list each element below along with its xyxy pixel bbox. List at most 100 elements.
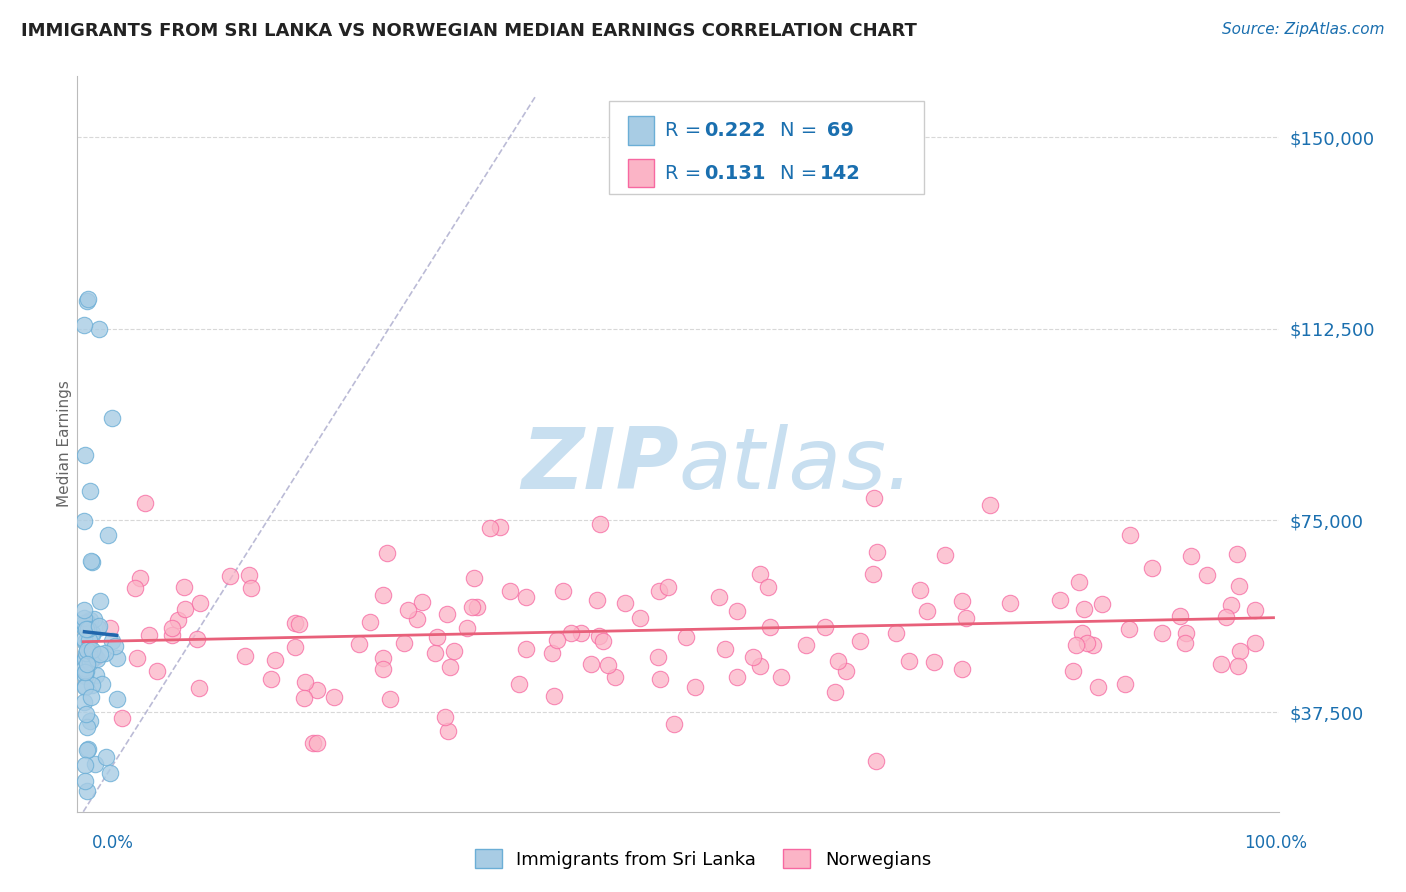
Point — [1140, 561, 1163, 575]
Point — [83, 611, 105, 625]
Point — [73, 669, 96, 683]
Y-axis label: Median Earnings: Median Earnings — [56, 380, 72, 508]
Point — [707, 590, 730, 604]
Point — [359, 615, 381, 629]
Point — [105, 651, 128, 665]
Point — [749, 659, 772, 673]
Point — [73, 603, 96, 617]
Point — [76, 615, 98, 629]
Point — [80, 642, 103, 657]
Point — [91, 677, 114, 691]
Point — [186, 632, 208, 647]
Point — [76, 742, 98, 756]
Point — [834, 664, 856, 678]
Point — [862, 491, 884, 505]
Point — [581, 657, 603, 671]
Point — [292, 690, 315, 705]
Text: N =: N = — [780, 163, 824, 183]
Point — [127, 650, 149, 665]
Text: 0.0%: 0.0% — [91, 834, 134, 852]
Point — [657, 580, 679, 594]
Point — [1244, 636, 1267, 650]
Point — [104, 639, 127, 653]
Point — [284, 615, 307, 630]
Point — [73, 695, 96, 709]
Point — [124, 581, 146, 595]
Point — [756, 580, 779, 594]
Point — [592, 634, 614, 648]
Point — [436, 607, 458, 621]
Point — [240, 582, 263, 596]
Point — [174, 602, 197, 616]
Point — [614, 596, 637, 610]
Point — [588, 629, 610, 643]
Point — [924, 656, 946, 670]
Point — [76, 657, 98, 672]
Point — [73, 634, 96, 648]
Point — [1215, 610, 1237, 624]
Point — [375, 546, 398, 560]
Point — [1229, 644, 1251, 658]
Point — [1152, 626, 1174, 640]
Point — [79, 484, 101, 499]
Point — [862, 566, 884, 581]
Point — [294, 675, 316, 690]
Point — [683, 680, 706, 694]
Point — [73, 661, 96, 675]
Point — [1226, 547, 1249, 561]
Point — [848, 634, 870, 648]
Point — [75, 679, 97, 693]
Point — [87, 618, 110, 632]
Point — [284, 640, 307, 655]
Point — [934, 549, 956, 563]
Point — [425, 646, 447, 660]
Point — [1081, 638, 1104, 652]
Point — [347, 637, 370, 651]
Point — [628, 611, 651, 625]
Point — [73, 611, 96, 625]
Point — [138, 627, 160, 641]
Point — [371, 650, 394, 665]
Point — [955, 611, 977, 625]
Text: 0.222: 0.222 — [704, 120, 766, 140]
Point — [77, 622, 100, 636]
Point — [77, 618, 100, 632]
Point — [219, 568, 242, 582]
Point — [75, 652, 97, 666]
Point — [73, 616, 96, 631]
Point — [1114, 677, 1136, 691]
Point — [84, 667, 107, 681]
Point — [166, 613, 188, 627]
Point — [129, 571, 152, 585]
Point — [1087, 680, 1109, 694]
Point — [411, 594, 433, 608]
Text: N =: N = — [780, 120, 824, 140]
Point — [76, 720, 98, 734]
Point — [73, 632, 96, 646]
Point — [1067, 575, 1090, 590]
Point — [93, 647, 115, 661]
Point — [675, 630, 697, 644]
Point — [1062, 664, 1084, 678]
Point — [998, 596, 1021, 610]
Point — [134, 496, 156, 510]
Text: IMMIGRANTS FROM SRI LANKA VS NORWEGIAN MEDIAN EARNINGS CORRELATION CHART: IMMIGRANTS FROM SRI LANKA VS NORWEGIAN M… — [21, 22, 917, 40]
Point — [647, 650, 669, 665]
Point — [76, 742, 98, 756]
Point — [83, 647, 105, 661]
Point — [1076, 636, 1098, 650]
Point — [546, 633, 568, 648]
Text: atlas.: atlas. — [679, 425, 914, 508]
Point — [915, 603, 938, 617]
Point — [648, 673, 671, 687]
Point — [589, 517, 612, 532]
Point — [759, 620, 782, 634]
Point — [463, 571, 485, 585]
Point — [76, 293, 98, 307]
Text: ZIP: ZIP — [520, 425, 679, 508]
Point — [96, 528, 118, 542]
Text: 69: 69 — [820, 120, 853, 140]
Point — [1219, 598, 1241, 612]
Point — [73, 774, 96, 789]
Text: R =: R = — [665, 163, 707, 183]
